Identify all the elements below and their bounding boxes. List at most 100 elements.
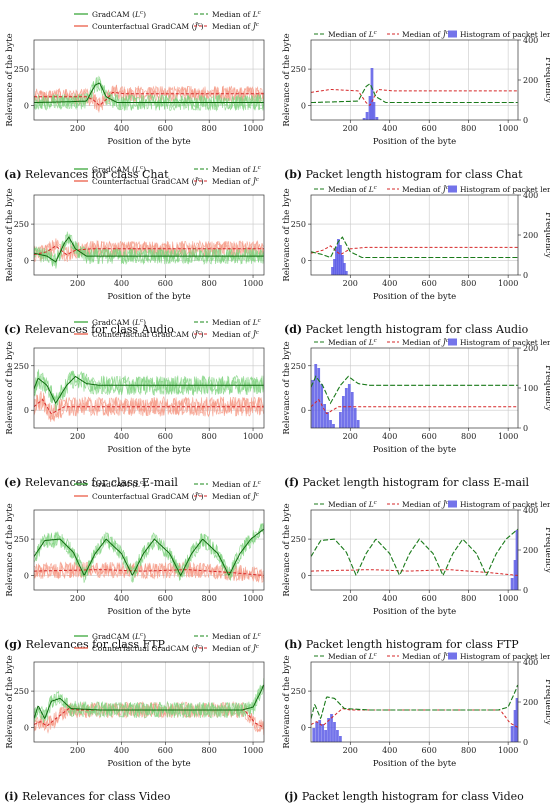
y2-tick-label: 400: [523, 506, 538, 515]
panel-a: 200 400 600 800 1000 0 250 Position of the byte…: [4, 10, 265, 181]
y-axis-label: Relevance of the byte: [5, 655, 15, 748]
x-tick-label: 400: [382, 432, 397, 441]
x-axis-label: Position of the byte: [107, 759, 190, 769]
legend: Median of Lc Median of Ĵc Histogram of pac…: [314, 30, 550, 39]
x-axis-label: Position of the byte: [373, 759, 456, 769]
gradcam-band: [34, 684, 264, 721]
legend-gradcam-label: GradCAM (Lc): [92, 632, 146, 641]
caption-text: Packet length histogram for class E-mail: [299, 476, 529, 489]
plot-area: [34, 678, 264, 736]
x-axis-label: Position of the byte: [107, 607, 190, 617]
y-tick-label: 0: [24, 256, 29, 265]
plot-frame: [33, 194, 265, 276]
legend-histogram-swatch: [448, 652, 457, 660]
y-tick-label: 250: [14, 362, 29, 371]
x-tick-label: 1000: [243, 594, 263, 603]
y-tick-label: 0: [301, 406, 306, 415]
x-axis-label: Position of the byte: [373, 607, 456, 617]
gradcam-median-line: [34, 236, 264, 263]
legend-histogram-label: Histogram of packet length: [460, 652, 550, 661]
x-tick-label: 600: [422, 279, 437, 288]
caption-a: (a) Relevances for class Chat: [4, 168, 169, 181]
y-tick-label: 0: [24, 101, 29, 110]
y-axis-label: Relevance of the byte: [282, 503, 292, 596]
x-tick-label: 800: [202, 746, 217, 755]
counterfactual-median-line: [34, 398, 264, 415]
plot-area: [311, 528, 518, 590]
y2-axis-label: Frequency: [543, 527, 550, 573]
legend-median-hat-label: Median of Ĵc: [212, 492, 259, 501]
plot-area: [34, 231, 264, 269]
x-tick-label: 600: [422, 124, 437, 133]
y2-tick-label: 200: [523, 546, 538, 555]
plot-frame: [310, 39, 519, 121]
x-tick-label: 1000: [498, 746, 518, 755]
caption-letter: (i): [4, 790, 19, 803]
histogram-bar: [315, 722, 319, 742]
legend-histogram-swatch: [448, 30, 457, 38]
median-hat-line: [311, 398, 518, 415]
caption-d: (d) Packet length histogram for class Au…: [284, 323, 529, 336]
panel-g: 200 400 600 800 1000 0 250 Position of the byte…: [4, 480, 265, 651]
legend-median-lc-label: Median of Lc: [328, 185, 377, 194]
caption-i: (i) Relevances for class Video: [4, 790, 171, 803]
gradcam-band: [34, 678, 264, 722]
legend: GradCAM (Lc) Counterfactual GradCAM (Ĵc) M…: [74, 165, 261, 186]
caption-letter: (g): [4, 638, 22, 651]
x-tick-label: 600: [158, 432, 173, 441]
caption-text: Relevances for class Chat: [22, 168, 170, 181]
caption-text: Packet length histogram for class Audio: [302, 323, 529, 336]
caption-text: Relevances for class E-mail: [21, 476, 178, 489]
y-tick-label: 250: [291, 687, 306, 696]
legend-counterfactual-label: Counterfactual GradCAM (Ĵc): [92, 644, 204, 653]
x-tick-label: 800: [461, 594, 476, 603]
y-axis-label: Relevance of the byte: [282, 33, 292, 126]
histogram-bar: [324, 730, 327, 742]
histogram-bar: [344, 388, 348, 428]
histogram-bar: [317, 368, 321, 428]
legend-median-lc-label: Median of Lc: [328, 500, 377, 509]
x-axis-label: Position of the byte: [373, 137, 456, 147]
legend-median-lc-label: Median of Lc: [212, 632, 261, 641]
plot-frame: [310, 509, 519, 591]
legend: Median of Lc Median of Ĵc Histogram of pac…: [314, 500, 550, 509]
x-axis-label: Position of the byte: [373, 292, 456, 302]
panel-b: 0 200 400 Frequency 200 400 600 800 1000 0 250 Posi…: [282, 30, 550, 181]
x-tick-label: 1000: [498, 124, 518, 133]
y-tick-label: 250: [291, 65, 306, 74]
x-tick-label: 800: [461, 746, 476, 755]
counterfactual-band: [34, 85, 264, 111]
panel-j: 0 200 400 Frequency 200 400 600 800 1000 0 250 Posi…: [282, 652, 550, 803]
y-tick-label: 250: [291, 535, 306, 544]
legend-counterfactual-label: Counterfactual GradCAM (Ĵc): [92, 177, 204, 186]
y-tick-label: 250: [291, 362, 306, 371]
legend-counterfactual-label: Counterfactual GradCAM (Ĵc): [92, 22, 204, 31]
legend: GradCAM (Lc) Counterfactual GradCAM (Ĵc) M…: [74, 480, 261, 501]
caption-c: (c) Relevances for class Audio: [4, 323, 174, 336]
x-tick-label: 200: [70, 746, 85, 755]
plot-frame: [310, 661, 519, 743]
x-tick-label: 800: [202, 432, 217, 441]
y2-tick-label: 0: [523, 116, 528, 125]
legend-median-hat-label: Median of Ĵc: [402, 30, 449, 39]
y-axis-label: Relevance of the byte: [282, 655, 292, 748]
legend-median-lc-label: Median of Lc: [328, 652, 377, 661]
x-tick-label: 200: [70, 124, 85, 133]
plot-area: [34, 369, 264, 422]
y-tick-label: 0: [24, 406, 29, 415]
x-tick-label: 200: [343, 279, 358, 288]
x-tick-label: 800: [461, 124, 476, 133]
x-axis-label: Position of the byte: [373, 445, 456, 455]
legend-counterfactual-label: Counterfactual GradCAM (Ĵc): [92, 330, 204, 339]
y2-tick-label: 200: [523, 76, 538, 85]
histogram-bar: [515, 530, 518, 590]
plot-area: [34, 523, 264, 584]
y2-tick-label: 200: [523, 698, 538, 707]
histogram-bar: [336, 730, 339, 742]
x-tick-label: 1000: [243, 432, 263, 441]
histogram-bar: [339, 412, 342, 428]
legend-median-hat-label: Median of Ĵc: [212, 177, 259, 186]
y-axis-label: Relevance of the byte: [5, 341, 15, 434]
histogram-bar: [340, 255, 344, 275]
legend-median-hat-label: Median of Ĵc: [212, 644, 259, 653]
